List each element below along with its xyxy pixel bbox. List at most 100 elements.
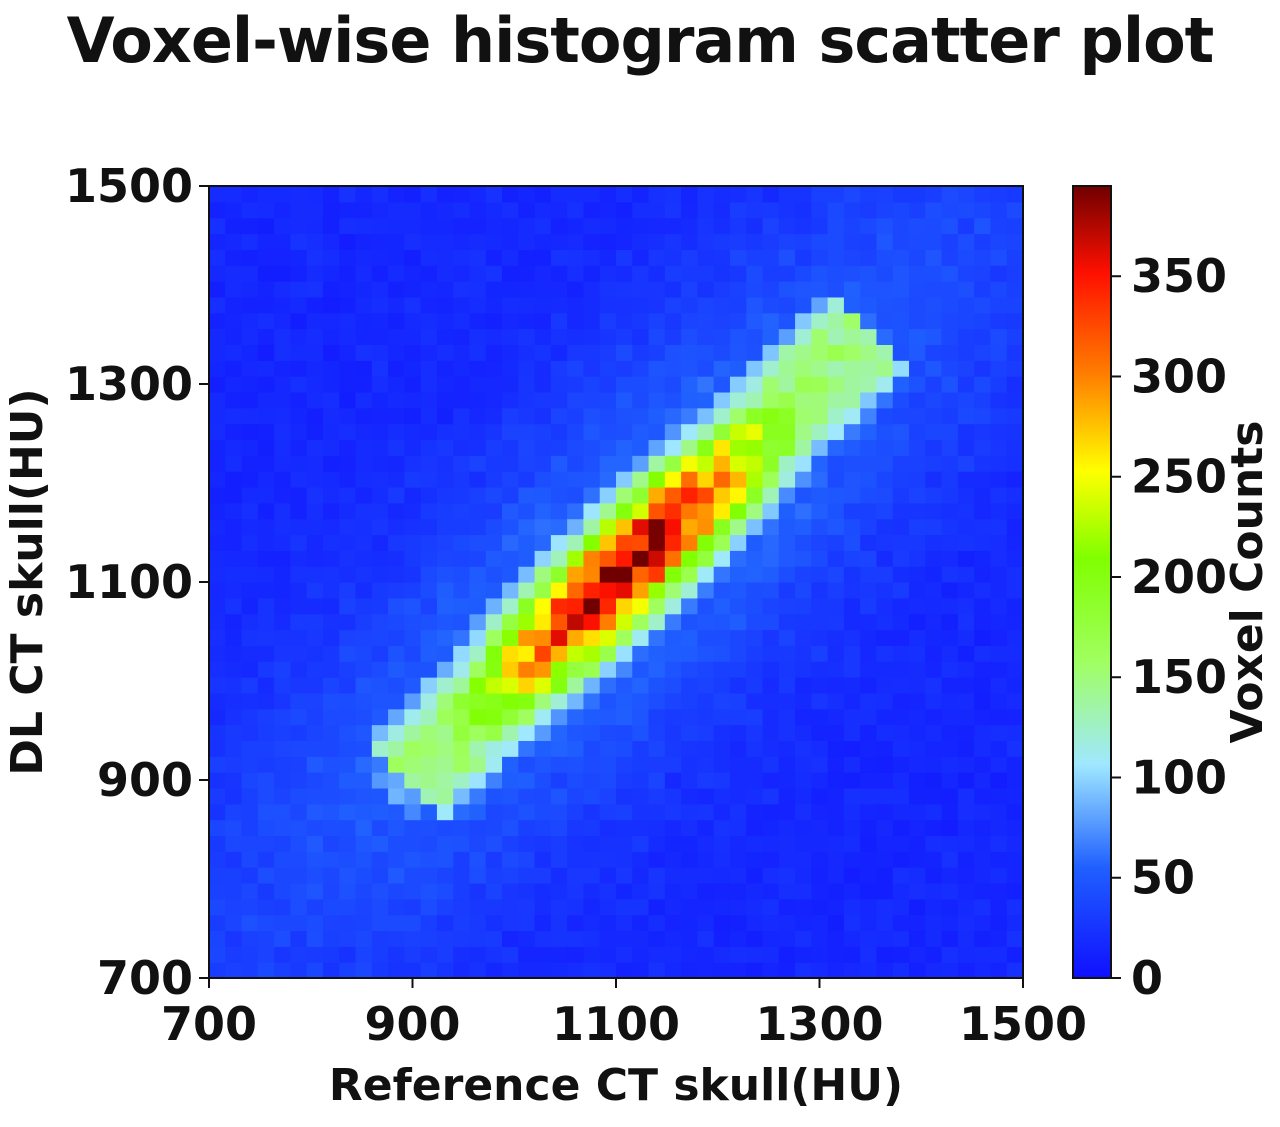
heatmap-cell <box>436 186 454 203</box>
heatmap-cell <box>274 756 291 773</box>
y-axis-label: DL CT skull(HU) <box>2 388 53 775</box>
heatmap-cell <box>485 724 503 741</box>
heatmap-cell <box>485 867 503 884</box>
heatmap-cell <box>632 566 650 583</box>
heatmap-cell <box>762 233 780 250</box>
heatmap-cell <box>664 946 682 963</box>
heatmap-cell <box>306 265 324 282</box>
heatmap-cell <box>990 407 1008 425</box>
heatmap-cell <box>469 486 487 504</box>
heatmap-cell <box>274 835 291 852</box>
heatmap-cell <box>306 740 324 757</box>
heatmap-cell <box>371 882 389 900</box>
heatmap-cell <box>241 344 259 361</box>
heatmap-cell <box>925 423 943 441</box>
heatmap-cell <box>795 360 812 377</box>
heatmap-cell <box>567 186 585 203</box>
heatmap-cell <box>648 344 666 361</box>
heatmap-cell <box>697 265 715 282</box>
heatmap-cell <box>616 186 633 203</box>
heatmap-cell <box>925 851 943 868</box>
heatmap-cell <box>697 613 715 631</box>
heatmap-cell <box>322 692 340 710</box>
heatmap-cell <box>274 803 291 821</box>
heatmap-cell <box>909 613 926 631</box>
heatmap-cell <box>860 566 878 583</box>
heatmap-cell <box>909 328 926 345</box>
heatmap-cell <box>925 281 943 298</box>
heatmap-cell <box>225 946 243 963</box>
heatmap-cell <box>827 376 845 393</box>
heatmap-cell <box>567 914 585 932</box>
heatmap-cell <box>436 471 454 488</box>
heatmap-cell <box>599 708 617 726</box>
heatmap-cell <box>697 692 715 710</box>
heatmap-cell <box>583 344 601 361</box>
heatmap-cell <box>225 471 243 488</box>
heatmap-cell <box>404 296 422 314</box>
heatmap-cell <box>762 486 780 504</box>
heatmap-cell <box>697 312 715 330</box>
heatmap-cell <box>502 946 519 963</box>
heatmap-cell <box>485 391 503 409</box>
heatmap-cell <box>274 518 291 536</box>
heatmap-cell <box>485 217 503 235</box>
heatmap-cell <box>648 772 666 789</box>
heatmap-cell <box>583 613 601 631</box>
heatmap-cell <box>795 946 812 963</box>
heatmap-cell <box>632 534 650 551</box>
heatmap-cell <box>550 249 568 266</box>
heatmap-cell <box>322 661 340 678</box>
heatmap-cell <box>502 217 519 235</box>
heatmap-cell <box>941 344 959 361</box>
heatmap-cell <box>616 566 633 583</box>
heatmap-cell <box>599 423 617 441</box>
x-tick-label: 1100 <box>552 997 680 1051</box>
heatmap-cell <box>729 296 747 314</box>
heatmap-cell <box>257 692 275 710</box>
heatmap-cell <box>941 439 959 456</box>
heatmap-cell <box>1006 962 1024 979</box>
heatmap-cell <box>485 772 503 789</box>
heatmap-cell <box>469 930 487 947</box>
heatmap-cell <box>420 265 438 282</box>
heatmap-cell <box>762 328 780 345</box>
heatmap-cell <box>469 281 487 298</box>
heatmap-cell <box>274 867 291 884</box>
heatmap-cell <box>518 708 536 726</box>
heatmap-cell <box>909 677 926 694</box>
heatmap-cell <box>534 740 552 757</box>
heatmap-cell <box>436 502 454 520</box>
heatmap-cell <box>485 677 503 694</box>
heatmap-cell <box>453 851 471 868</box>
heatmap-cell <box>420 645 438 662</box>
heatmap-cell <box>811 835 829 852</box>
heatmap-cell <box>290 423 308 441</box>
heatmap-cell <box>648 296 666 314</box>
heatmap-cell <box>436 819 454 837</box>
heatmap-cell <box>388 930 405 947</box>
heatmap-cell <box>404 439 422 456</box>
heatmap-cell <box>436 281 454 298</box>
heatmap-cell <box>909 582 926 599</box>
heatmap-cell <box>453 455 471 472</box>
heatmap-cell <box>1006 502 1024 520</box>
heatmap-cell <box>306 756 324 773</box>
heatmap-cell <box>257 566 275 583</box>
heatmap-cell <box>404 233 422 250</box>
heatmap-cell <box>811 582 829 599</box>
heatmap-cell <box>909 486 926 504</box>
heatmap-cell <box>306 407 324 425</box>
heatmap-cell <box>811 281 829 298</box>
heatmap-cell <box>957 740 975 757</box>
heatmap-cell <box>616 724 633 741</box>
heatmap-cell <box>632 186 650 203</box>
heatmap-cell <box>290 281 308 298</box>
heatmap-cell <box>974 692 992 710</box>
heatmap-cell <box>681 772 698 789</box>
heatmap-cell <box>518 756 536 773</box>
heatmap-cell <box>485 898 503 916</box>
x-tick-label: 1300 <box>755 997 883 1051</box>
heatmap-cell <box>860 882 878 900</box>
heatmap-cell <box>583 455 601 472</box>
